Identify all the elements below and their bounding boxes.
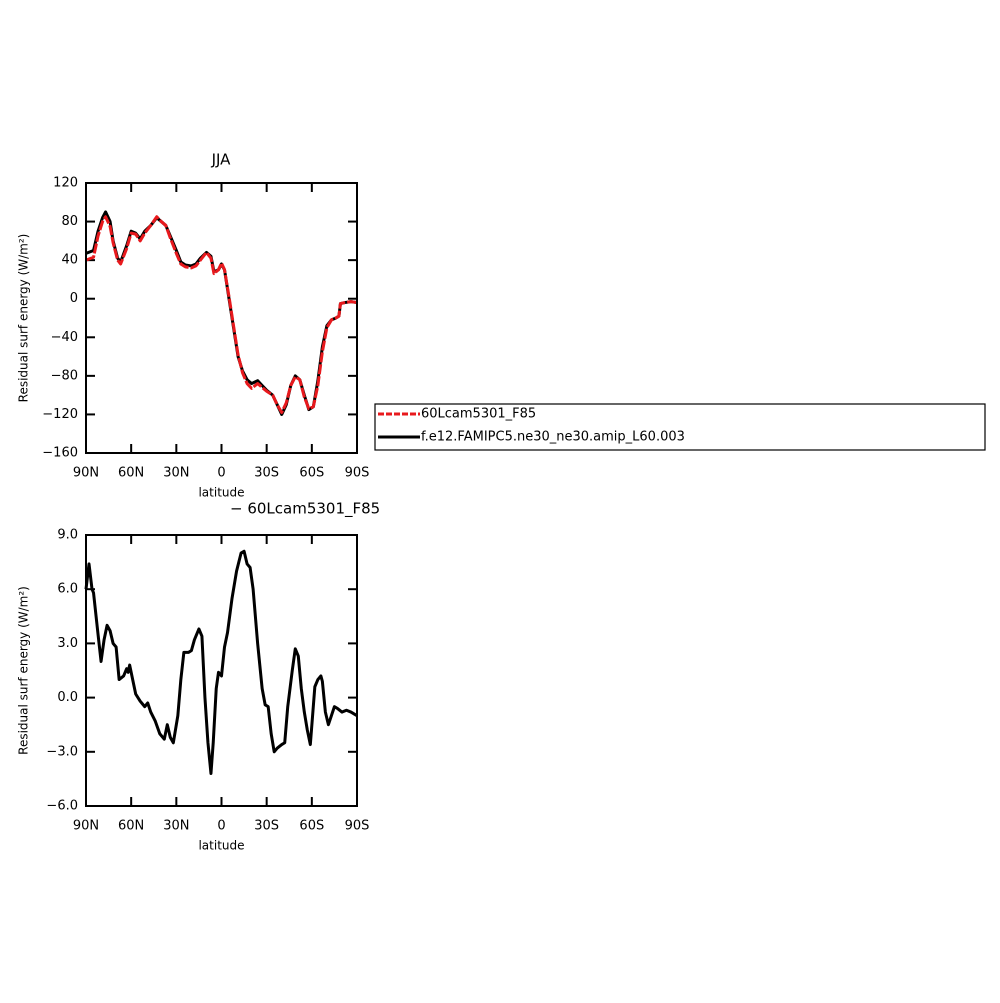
x-tick-label: 90N: [73, 466, 99, 481]
x-tick-label: 90S: [345, 466, 370, 481]
x-axis-label: latitude: [198, 839, 244, 853]
y-tick-label: 120: [53, 176, 78, 191]
y-tick-label: −120: [42, 407, 78, 422]
y-tick-label: −40: [51, 330, 78, 345]
x-axis-label: latitude: [198, 486, 244, 500]
x-tick-label: 60N: [118, 819, 144, 834]
x-tick-label: 0: [217, 466, 225, 481]
x-tick-label: 30S: [254, 466, 279, 481]
plot-frame: [85, 182, 358, 454]
y-tick-label: 0.0: [57, 690, 78, 705]
y-tick-label: 80: [61, 214, 78, 229]
y-tick-label: −160: [42, 446, 78, 461]
x-tick-label: 30S: [254, 819, 279, 834]
y-tick-label: 40: [61, 253, 78, 268]
legend-label: 60Lcam5301_F85: [421, 407, 536, 422]
x-tick-label: 60N: [118, 466, 144, 481]
data-line: [85, 215, 358, 414]
x-tick-label: 30N: [163, 466, 189, 481]
y-tick-label: 6.0: [57, 582, 78, 597]
legend-label: f.e12.FAMIPC5.ne30_ne30.amip_L60.003: [421, 430, 685, 445]
data-line: [84, 549, 358, 775]
x-tick-label: 0: [217, 819, 225, 834]
chart-title: JJA: [211, 151, 232, 169]
x-tick-label: 30N: [163, 819, 189, 834]
y-tick-label: 9.0: [57, 528, 78, 543]
y-axis-label: Residual surf energy (W/m²): [17, 234, 31, 403]
plot-frame: [85, 534, 358, 807]
y-tick-label: −80: [51, 368, 78, 383]
y-tick-label: −3.0: [46, 744, 78, 759]
chart-title: − 60Lcam5301_F85: [230, 500, 380, 519]
legend-box: [374, 403, 986, 451]
x-tick-label: 60S: [299, 466, 324, 481]
y-tick-label: −6.0: [46, 799, 78, 814]
y-tick-label: 3.0: [57, 636, 78, 651]
x-tick-label: 60S: [299, 819, 324, 834]
x-tick-label: 90N: [73, 819, 99, 834]
y-tick-label: 0: [70, 291, 78, 306]
y-axis-label: Residual surf energy (W/m²): [17, 586, 31, 755]
x-tick-label: 90S: [345, 819, 370, 834]
